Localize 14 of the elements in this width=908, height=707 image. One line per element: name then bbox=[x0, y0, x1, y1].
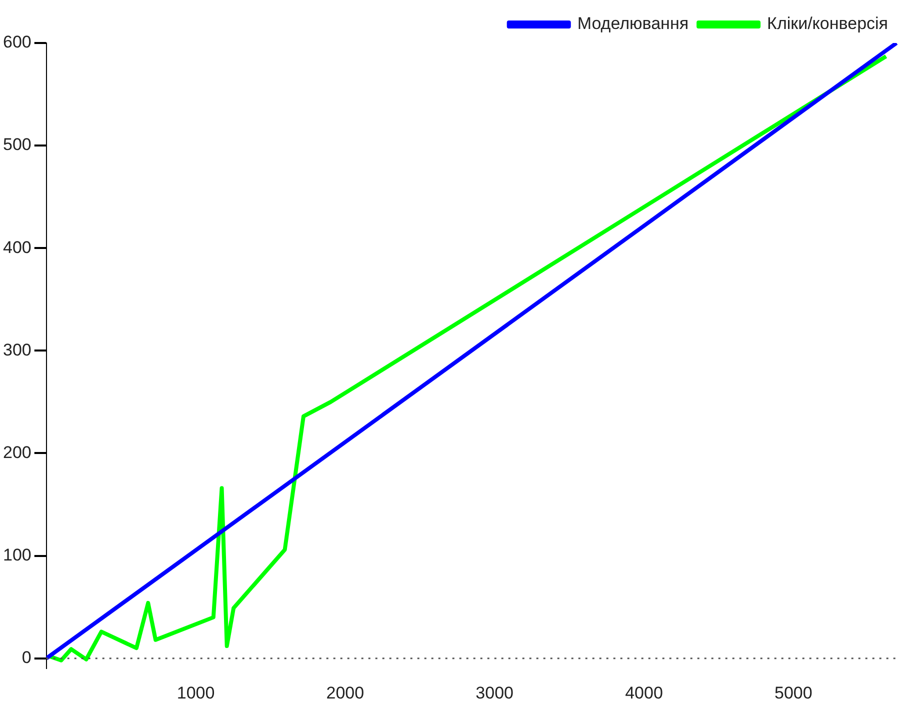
y-tick-label: 600 bbox=[2, 32, 32, 52]
y-tick-label: 500 bbox=[2, 135, 32, 154]
x-tick-label: 5000 bbox=[774, 683, 812, 702]
x-tick-label: 3000 bbox=[476, 683, 514, 702]
y-tick-label: 300 bbox=[2, 340, 32, 360]
y-tick-label: 100 bbox=[2, 545, 32, 564]
x-tick-label: 1000 bbox=[176, 683, 215, 702]
y-tick-label: 200 bbox=[2, 442, 32, 462]
x-tick-label: 2000 bbox=[326, 683, 364, 702]
legend-label: Моделювання bbox=[577, 14, 689, 34]
y-tick-label: 400 bbox=[2, 238, 32, 257]
x-tick-label: 4000 bbox=[625, 683, 663, 702]
legend-label: Кліки/конверсія bbox=[767, 14, 888, 34]
y-tick-label: 0 bbox=[22, 648, 32, 668]
